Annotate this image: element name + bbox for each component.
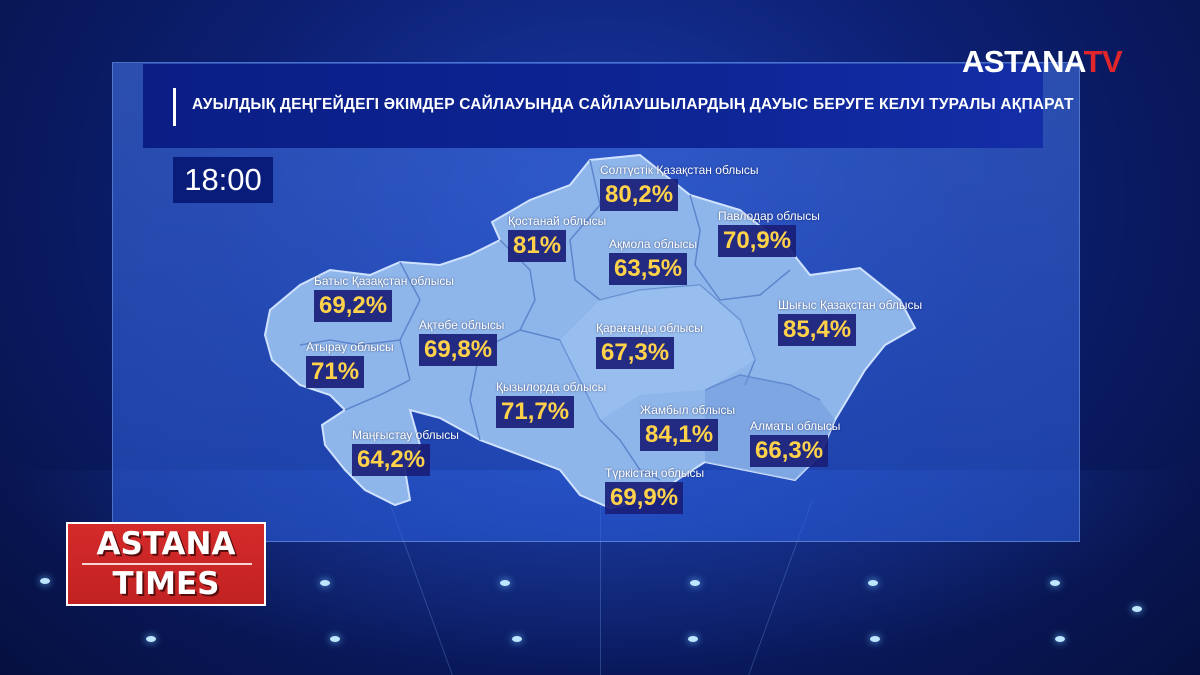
border-line: [469, 329, 521, 441]
region-north-kazakhstan: Солтүстік Қазақстан облысы 80,2%: [600, 163, 759, 211]
border-line: [344, 379, 411, 411]
border-line: [599, 419, 661, 481]
region-label: Солтүстік Қазақстан облысы: [600, 163, 759, 177]
region-label: Маңғыстау облысы: [352, 428, 459, 442]
region-label: Алматы облысы: [750, 419, 841, 433]
floor-light: [500, 580, 510, 586]
region-turnout-value: 69,2%: [314, 290, 393, 322]
region-label: Түркістан облысы: [605, 466, 705, 480]
region-label: Батыс Қазақстан облысы: [314, 274, 454, 288]
time-badge: 18:00: [173, 157, 273, 203]
border-line: [299, 339, 401, 346]
border-line: [689, 194, 791, 301]
region-zhambyl: Жамбыл облысы 84,1%: [640, 403, 735, 451]
floor-light: [870, 636, 880, 642]
region-turkistan: Түркістан облысы 69,9%: [605, 466, 704, 514]
region-turnout-value: 71,7%: [496, 396, 575, 428]
region-turnout-value: 84,1%: [640, 419, 719, 451]
region-label: Атырау облысы: [306, 340, 394, 354]
region-turnout-value: 70,9%: [718, 225, 797, 257]
floor-light: [512, 636, 522, 642]
floor-light: [320, 580, 330, 586]
region-atyrau: Атырау облысы 71%: [306, 340, 394, 388]
floor-light: [1050, 580, 1060, 586]
region-turnout-value: 69,8%: [419, 334, 498, 366]
region-label: Ақтөбе облысы: [419, 318, 505, 332]
logo-suffix: TV: [1083, 44, 1123, 79]
region-turnout-value: 71%: [306, 356, 365, 388]
region-turnout-value: 81%: [508, 230, 567, 262]
region-almaty: Алматы облысы 66,3%: [750, 419, 840, 467]
border-line: [399, 261, 421, 381]
region-turnout-value: 69,9%: [605, 482, 684, 514]
channel-logo: ASTANATV: [962, 44, 1123, 80]
floor-light: [868, 580, 878, 586]
region-turnout-value: 80,2%: [600, 179, 679, 211]
title-bar: [143, 64, 1043, 148]
floor-light: [1055, 636, 1065, 642]
region-east-kazakhstan: Шығыс Қазақстан облысы 85,4%: [778, 298, 922, 346]
region-label: Қызылорда облысы: [496, 380, 607, 394]
region-turnout-value: 67,3%: [596, 337, 675, 369]
title-accent: [173, 88, 176, 126]
region-label: Қарағанды облысы: [596, 321, 703, 335]
region-turnout-value: 63,5%: [609, 253, 688, 285]
floor-light: [330, 636, 340, 642]
floor-light: [688, 636, 698, 642]
region-label: Ақмола облысы: [609, 237, 698, 251]
region-mangystau: Маңғыстау облысы 64,2%: [352, 428, 459, 476]
region-kostanay: Қостанай облысы 81%: [508, 214, 606, 262]
region-label: Шығыс Қазақстан облысы: [778, 298, 923, 312]
region-label: Павлодар облысы: [718, 209, 820, 223]
region-west-kazakhstan: Батыс Қазақстан облысы 69,2%: [314, 274, 454, 322]
floor-light: [1132, 606, 1142, 612]
region-aktobe: Ақтөбе облысы 69,8%: [419, 318, 504, 366]
page-title: АУЫЛДЫҚ ДЕҢГЕЙДЕГІ ӘКІМДЕР САЙЛАУЫНДА СА…: [192, 96, 1074, 113]
floor-light: [146, 636, 156, 642]
logo-main: ASTANA: [962, 44, 1084, 79]
program-badge-line1: ASTANA: [96, 526, 236, 562]
border-line: [569, 159, 601, 301]
program-badge: ASTANA TIMES: [66, 522, 266, 606]
floor-line: [600, 500, 601, 675]
region-label: Жамбыл облысы: [640, 403, 736, 417]
program-badge-line2: TIMES: [112, 566, 220, 602]
region-turnout-value: 64,2%: [352, 444, 431, 476]
floor-light: [40, 578, 50, 584]
region-label: Қостанай облысы: [508, 214, 607, 228]
program-badge-divider: [82, 563, 252, 565]
region-kyzylorda: Қызылорда облысы 71,7%: [496, 380, 606, 428]
region-pavlodar: Павлодар облысы 70,9%: [718, 209, 820, 257]
floor-light: [690, 580, 700, 586]
region-karaganda: Қарағанды облысы 67,3%: [596, 321, 703, 369]
region-akmola: Ақмола облысы 63,5%: [609, 237, 697, 285]
region-turnout-value: 85,4%: [778, 314, 857, 346]
region-turnout-value: 66,3%: [750, 435, 829, 467]
